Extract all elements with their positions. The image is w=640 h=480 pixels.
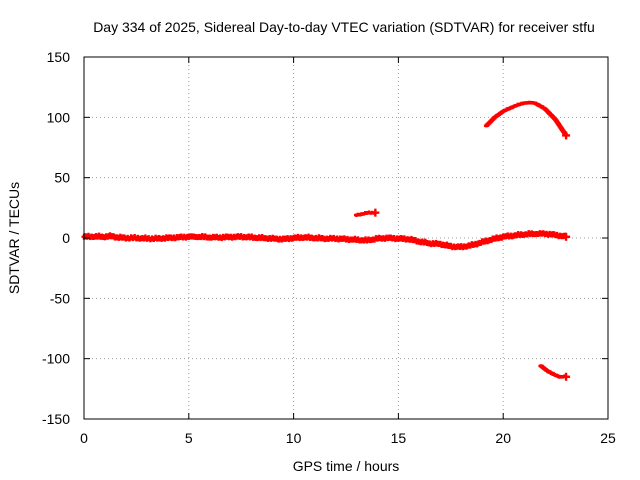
y-tick-labels: -150 -100 -50 0 50 100 150 [42,49,70,427]
x-tick-label-0: 0 [80,430,88,446]
x-tick-label-5: 25 [600,430,616,446]
x-tick-label-4: 20 [495,430,511,446]
y-tick-label-2: -50 [50,290,70,306]
y-tick-label-4: 50 [54,170,70,186]
data-points [81,100,571,381]
x-tick-label-1: 5 [185,430,193,446]
y-tick-label-1: -100 [42,351,70,367]
y-tick-label-5: 100 [47,109,71,125]
x-tick-label-2: 10 [286,430,302,446]
x-tick-labels: 0 5 10 15 20 25 [80,430,616,446]
axis-ticks [83,56,609,420]
y-tick-label-3: 0 [62,230,70,246]
x-tick-label-3: 15 [391,430,407,446]
chart-title: Day 334 of 2025, Sidereal Day-to-day VTE… [93,19,595,35]
y-axis-title: SDTVAR / TECUs [6,182,22,294]
y-tick-label-6: 150 [47,49,71,65]
x-axis-title: GPS time / hours [293,458,400,474]
y-tick-label-0: -150 [42,411,70,427]
